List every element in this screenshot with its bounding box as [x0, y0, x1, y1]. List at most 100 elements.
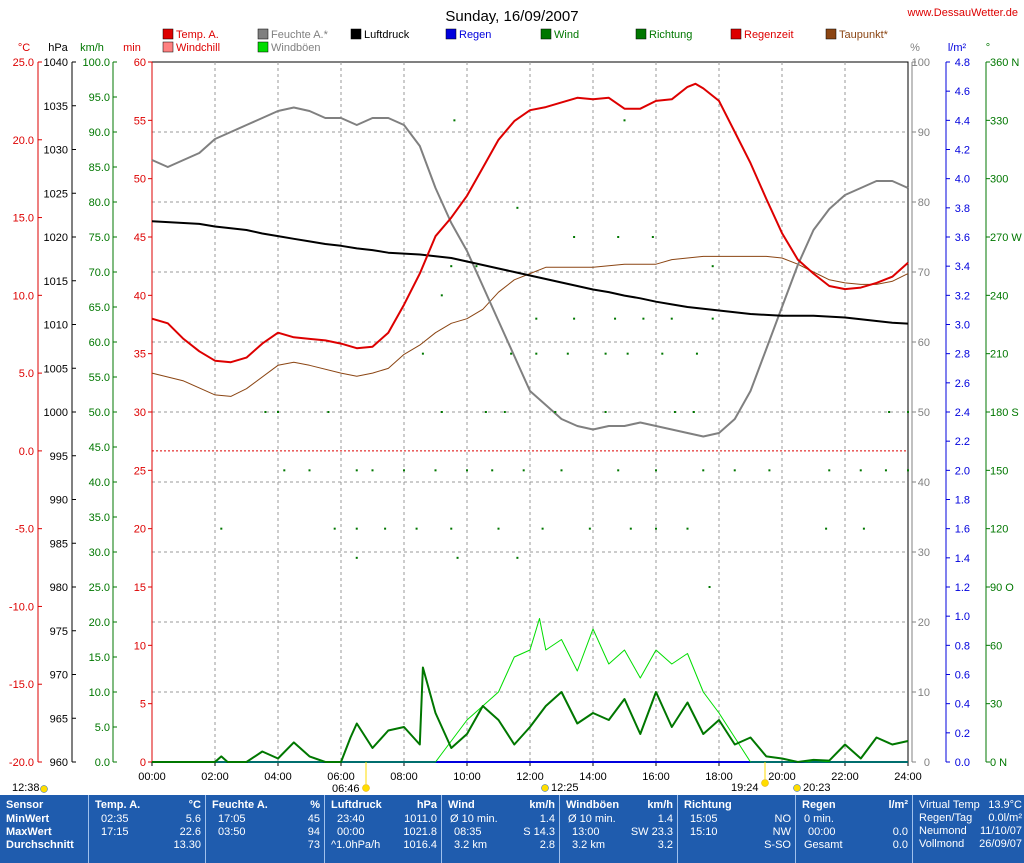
richtung-max-value: NW: [772, 826, 791, 838]
rain-axis-label: 3.6: [955, 232, 970, 244]
legend-label: Temp. A.: [176, 29, 219, 41]
pct-axis-label: 80: [918, 197, 930, 209]
regen-total-value: 0.0: [892, 839, 908, 851]
kmh-axis-label: 15.0: [89, 652, 110, 664]
regen-max-time: 00:00: [808, 826, 836, 838]
feuchte-max-time: 03:50: [218, 826, 246, 838]
wind-max-time: 08:35: [454, 826, 482, 838]
richtung-header: Richtung: [684, 799, 732, 811]
richtung-point: [566, 352, 569, 355]
col-feuchte: Feuchte A.% 17:05 45 03:50 94 73: [205, 795, 324, 863]
time-label: 06:00: [327, 771, 355, 783]
richtung-point: [617, 469, 620, 472]
time-label: 24:00: [894, 771, 922, 783]
series-feuchte-a--line: [151, 106, 909, 438]
deg-unit: °: [986, 42, 990, 54]
boeen-mean-value: 3.2: [657, 839, 673, 851]
deg-axis-label: 300: [990, 174, 1008, 186]
rain-axis-label: 0.6: [955, 670, 970, 682]
kmh-axis-label: 10.0: [89, 687, 110, 699]
legend-label: Windchill: [176, 42, 220, 54]
min-axis-label: 15: [134, 582, 146, 594]
rain-axis-label: 0.8: [955, 640, 970, 652]
col-temp: Temp. A. °C 02:35 5.6 17:15 22.6 13.30: [88, 795, 205, 863]
min-axis-label: 50: [134, 174, 146, 186]
sunset-label: 19:24: [731, 782, 759, 794]
legend-label: Taupunkt*: [839, 29, 889, 41]
richtung-point: [535, 352, 538, 355]
kmh-axis-label: 40.0: [89, 477, 110, 489]
legend-label: Richtung: [649, 29, 692, 41]
hpa-axis-label: 960: [50, 757, 68, 769]
richtung-point: [907, 469, 909, 472]
boeen-max-value: SW 23.3: [630, 826, 673, 838]
rain-axis-label: 3.2: [955, 290, 970, 302]
legend-label: Regenzeit: [744, 29, 794, 41]
hpa-axis-label: 1005: [44, 363, 68, 375]
time-label: 12:00: [516, 771, 544, 783]
minwert-label: MinWert: [6, 813, 50, 825]
rain-axis-label: 1.2: [955, 582, 970, 594]
series-wind-line: [152, 666, 909, 763]
richtung-point: [434, 469, 437, 472]
richtung-point: [711, 265, 714, 268]
richtung-point: [711, 317, 714, 320]
temp-min-value: 5.6: [185, 813, 201, 825]
deg-axis-label: 270 W: [990, 232, 1022, 244]
time-label: 00:00: [138, 771, 166, 783]
col-extra: Virtual Temp 13.9°C Regen/Tag 0.0l/m² Neum…: [912, 795, 1024, 863]
site-link[interactable]: www.DessauWetter.de: [907, 7, 1018, 19]
col-boeen: Windböen km/h Ø 10 min. 1.4 13:00 SW 23.3 3…: [559, 795, 677, 863]
deg-axis-label: 120: [990, 524, 1008, 536]
richtung-point: [626, 352, 629, 355]
kmh-axis-label: 55.0: [89, 372, 110, 384]
rain-axis-label: 0.4: [955, 699, 970, 711]
time-label: 08:00: [390, 771, 418, 783]
hpa-axis-label: 1025: [44, 188, 68, 200]
series-taupunkt-line: [151, 255, 909, 397]
richtung-point: [554, 411, 557, 413]
axes: 25.0 20.0 15.0 10.0 5.0 0.0 -5.0 -10.0 -15.0 -20.…: [9, 57, 1022, 783]
feuchte-min-value: 45: [307, 813, 320, 825]
druck-min-value: 1011.0: [404, 813, 437, 825]
col-sensor: Sensor MinWert MaxWert Durchschnitt: [0, 795, 88, 863]
richtung-point: [651, 236, 654, 238]
boeen-header: Windböen: [566, 799, 620, 811]
weather-chart: Sunday, 16/09/2007 www.DessauWetter.de T…: [9, 7, 1022, 795]
wind-mean-value: 2.8: [539, 839, 555, 851]
rain-axis-label: 4.8: [955, 57, 970, 69]
legend-swatch: [257, 28, 269, 40]
richtung-point: [661, 352, 664, 355]
legend-label: Wind: [554, 29, 579, 41]
richtung-point: [403, 469, 405, 472]
legend-swatch: [162, 28, 174, 40]
kmh-axis-label: 90.0: [89, 127, 110, 139]
time-label: 22:00: [831, 771, 859, 783]
richtung-point: [440, 294, 443, 297]
temp-max-time: 17:15: [101, 826, 129, 838]
richtung-point: [695, 352, 698, 355]
hpa-unit: hPa: [48, 42, 68, 54]
kmh-axis-label: 25.0: [89, 582, 110, 594]
temp-unit: °C: [18, 42, 30, 54]
hpa-axis-label: 975: [50, 626, 68, 638]
richtung-point: [308, 469, 311, 472]
sun-icon: [761, 779, 769, 787]
deg-axis-label: 180 S: [990, 407, 1019, 419]
moon-icon: [541, 784, 549, 792]
kmh-axis-label: 85.0: [89, 162, 110, 174]
wind-avg-value: 1.4: [539, 813, 555, 825]
richtung-point: [629, 527, 632, 530]
druck-header-unit: hPa: [416, 799, 437, 811]
rain-axis-label: 3.8: [955, 203, 970, 215]
richtung-point: [516, 556, 519, 559]
druck-max-time: 00:00: [337, 826, 365, 838]
moon-icon: [793, 784, 801, 792]
legend-label: Windböen: [271, 42, 321, 54]
richtung-min-time: 15:05: [690, 813, 718, 825]
durchschnitt-label: Durchschnitt: [6, 839, 74, 851]
hpa-axis-label: 1015: [44, 276, 68, 288]
kmh-axis-label: 35.0: [89, 512, 110, 524]
sensor-header: Sensor: [6, 799, 44, 811]
time-label: 04:00: [264, 771, 292, 783]
